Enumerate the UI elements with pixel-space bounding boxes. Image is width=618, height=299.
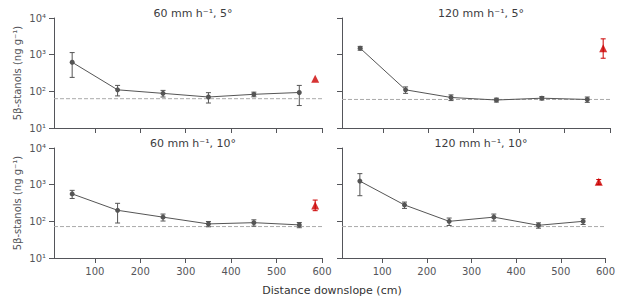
svg-text:5β-stanols (ng g⁻¹): 5β-stanols (ng g⁻¹) [12, 156, 23, 251]
svg-text:60 mm h⁻¹, 10°: 60 mm h⁻¹, 10° [150, 137, 236, 150]
svg-text:10²: 10² [29, 86, 46, 97]
svg-text:500: 500 [551, 266, 570, 277]
svg-text:500: 500 [267, 266, 286, 277]
svg-text:200: 200 [131, 266, 150, 277]
svg-text:120 mm h⁻¹, 10°: 120 mm h⁻¹, 10° [434, 137, 527, 150]
svg-text:300: 300 [176, 266, 195, 277]
svg-text:120 mm h⁻¹, 5°: 120 mm h⁻¹, 5° [438, 7, 524, 20]
svg-text:60 mm h⁻¹, 5°: 60 mm h⁻¹, 5° [153, 7, 232, 20]
svg-text:10¹: 10¹ [29, 253, 46, 264]
svg-text:10²: 10² [29, 216, 46, 227]
svg-text:10³: 10³ [29, 179, 46, 190]
svg-text:200: 200 [417, 266, 436, 277]
svg-text:400: 400 [222, 266, 241, 277]
svg-text:10⁴: 10⁴ [29, 13, 46, 24]
svg-text:10⁴: 10⁴ [29, 143, 46, 154]
svg-text:100: 100 [85, 266, 104, 277]
svg-text:Distance downslope (cm): Distance downslope (cm) [262, 284, 401, 297]
svg-text:300: 300 [462, 266, 481, 277]
svg-text:5β-stanols (ng g⁻¹): 5β-stanols (ng g⁻¹) [12, 26, 23, 121]
svg-text:600: 600 [596, 266, 615, 277]
svg-text:400: 400 [507, 266, 526, 277]
svg-text:100: 100 [373, 266, 392, 277]
svg-text:10¹: 10¹ [29, 123, 46, 134]
svg-text:10³: 10³ [29, 49, 46, 60]
svg-text:600: 600 [312, 266, 331, 277]
